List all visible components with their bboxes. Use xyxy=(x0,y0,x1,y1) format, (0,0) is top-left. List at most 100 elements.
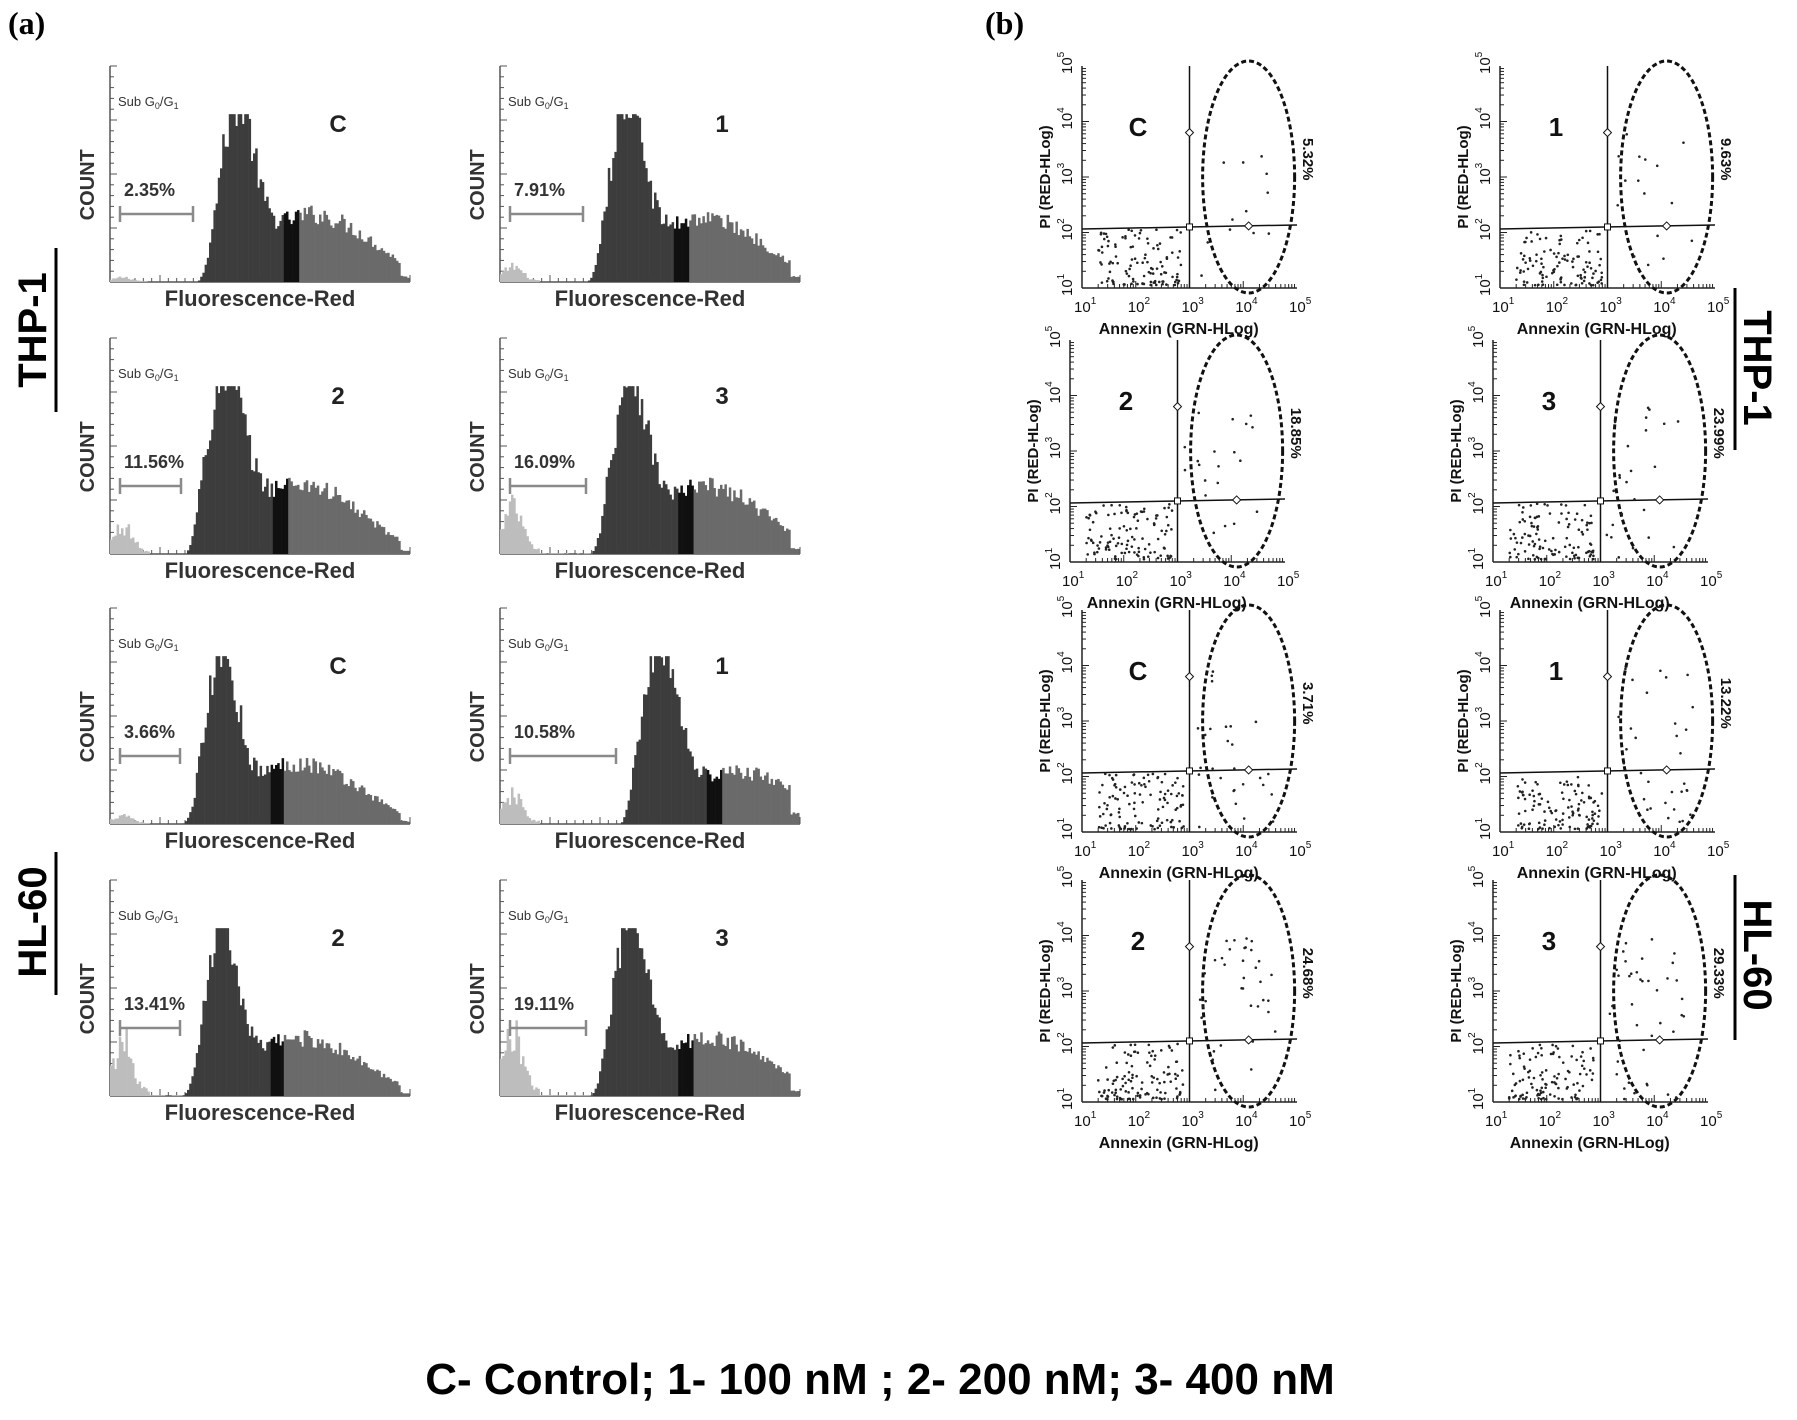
histogram-bar xyxy=(235,712,238,824)
event-dot xyxy=(1559,234,1563,238)
histogram-bar xyxy=(244,745,247,824)
histogram-bar xyxy=(671,1047,675,1096)
event-dot xyxy=(1538,792,1542,796)
event-dot xyxy=(1537,283,1540,287)
gate-label-text: Sub G xyxy=(508,636,545,651)
event-dot xyxy=(1523,1067,1526,1070)
histogram-bar xyxy=(766,510,769,554)
event-dot xyxy=(1618,1039,1622,1043)
histogram-bar xyxy=(731,773,734,824)
treatment-label: 2 xyxy=(331,925,344,952)
event-dot xyxy=(1541,1090,1545,1094)
event-dot xyxy=(1175,278,1178,282)
scatter-x-ticklabel: 101 xyxy=(1485,1110,1508,1130)
event-dot xyxy=(1629,469,1633,473)
event-dot xyxy=(1154,283,1158,287)
histogram-bar xyxy=(393,258,397,282)
treatment-label: 2 xyxy=(1119,386,1133,416)
scatter-x-ticklabel: 103 xyxy=(1593,1110,1616,1130)
histogram-bar xyxy=(358,787,362,824)
event-dot xyxy=(1642,797,1646,801)
histogram-bar xyxy=(367,793,370,824)
histogram-bar xyxy=(250,770,254,824)
histogram-bar xyxy=(294,485,298,554)
histogram-bar xyxy=(193,524,197,554)
tick-exp: 2 xyxy=(1144,840,1150,851)
event-dot xyxy=(1682,141,1685,144)
event-dot xyxy=(1114,544,1118,548)
histogram-bar xyxy=(788,529,791,554)
histogram-bar xyxy=(305,214,309,282)
event-dot xyxy=(1576,1081,1579,1085)
event-dot xyxy=(1510,1089,1514,1093)
event-dot xyxy=(1098,815,1102,818)
event-dot xyxy=(1100,1094,1104,1098)
histogram-bar xyxy=(114,1069,117,1096)
treatment-label: C xyxy=(329,653,346,680)
event-dot xyxy=(1509,537,1513,540)
event-dot xyxy=(1553,1075,1556,1078)
event-dot xyxy=(1639,771,1643,775)
tick-exp: 4 xyxy=(1467,381,1478,387)
tick-exp: 5 xyxy=(1467,325,1478,331)
histogram-bar xyxy=(354,512,357,554)
tick-exp: 4 xyxy=(1056,921,1067,927)
histogram-bar xyxy=(352,234,355,282)
side-label-hl60-left: HL-60 xyxy=(11,852,58,995)
tick-base: 10 xyxy=(1182,1113,1199,1130)
histogram-bar xyxy=(788,260,791,282)
histogram-bar xyxy=(398,262,401,282)
event-dot xyxy=(1561,257,1564,260)
histogram-bar xyxy=(136,541,139,554)
histogram-bar xyxy=(200,480,203,554)
histogram-bar xyxy=(645,694,648,824)
event-dot xyxy=(1571,811,1575,815)
histogram-bar xyxy=(257,1042,260,1096)
event-dot xyxy=(1131,245,1135,248)
histogram-bar xyxy=(253,757,256,824)
event-dot xyxy=(1588,229,1592,233)
event-dot xyxy=(1138,231,1142,235)
event-dot xyxy=(1574,1093,1577,1097)
histogram-bar xyxy=(552,1095,556,1096)
histogram-bar xyxy=(303,482,307,554)
histogram-bar xyxy=(502,528,505,554)
scatter-x-ticklabel: 102 xyxy=(1546,296,1569,316)
event-dot xyxy=(1100,263,1103,266)
histogram-bar xyxy=(396,536,399,554)
histogram-bar xyxy=(733,490,736,554)
event-dot xyxy=(1125,1061,1129,1065)
histogram-bar xyxy=(187,1089,190,1096)
event-dot xyxy=(1241,959,1245,963)
histogram-bar xyxy=(336,495,340,554)
event-dot xyxy=(1249,414,1253,417)
event-dot xyxy=(1537,538,1541,541)
histogram-bar xyxy=(239,705,243,824)
histogram-bar xyxy=(222,928,225,1096)
histogram-bar xyxy=(511,787,514,824)
histogram-bar xyxy=(706,490,710,554)
tick-base: 10 xyxy=(1653,843,1670,860)
histogram-bar xyxy=(618,968,622,1096)
histogram-bar xyxy=(660,224,664,282)
histogram-bar xyxy=(261,182,265,282)
histogram-bar xyxy=(781,1072,785,1096)
histogram-bar xyxy=(610,460,613,554)
event-dot xyxy=(1518,1054,1521,1057)
histogram-bar xyxy=(693,769,697,824)
histogram-bar xyxy=(387,1077,390,1096)
event-dot xyxy=(1150,1074,1154,1078)
histogram-bar xyxy=(632,386,635,554)
event-dot xyxy=(1634,736,1637,740)
event-dot xyxy=(1087,536,1090,540)
histogram-bar xyxy=(360,785,364,824)
event-dot xyxy=(1540,797,1544,800)
histogram-bar xyxy=(154,1095,157,1096)
histogram-bar xyxy=(173,1095,177,1096)
event-dot xyxy=(1098,791,1101,794)
event-dot xyxy=(1219,776,1222,780)
event-dot xyxy=(1108,527,1112,530)
event-dot xyxy=(1210,674,1214,678)
event-dot xyxy=(1149,272,1152,275)
event-dot xyxy=(1509,1053,1512,1057)
